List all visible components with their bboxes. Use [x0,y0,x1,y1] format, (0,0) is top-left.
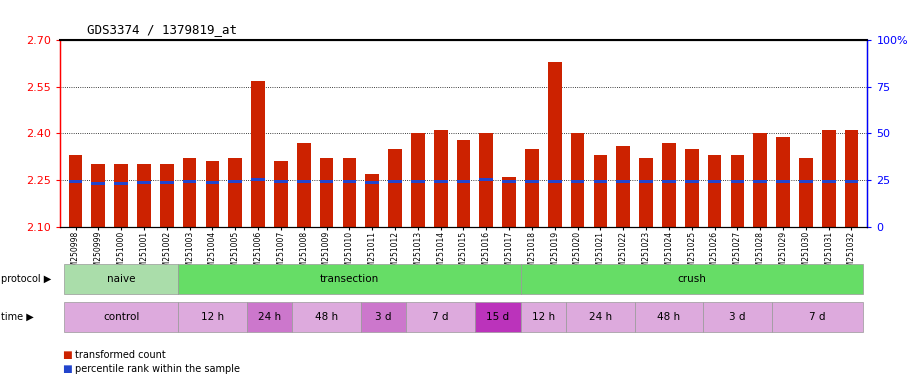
Bar [411,134,425,227]
Bar [639,158,653,227]
Bar [571,134,584,227]
Bar [205,180,219,184]
Bar [183,180,196,183]
Bar [639,180,653,184]
Bar [845,180,858,184]
Bar [616,180,630,184]
Text: GDS3374 / 1379819_at: GDS3374 / 1379819_at [87,23,237,36]
Text: 15 d: 15 d [486,312,509,322]
Bar [92,164,105,227]
Bar [799,180,812,184]
Bar [297,180,311,183]
Bar [822,130,835,227]
Text: 24 h: 24 h [258,312,281,322]
Bar [343,158,356,227]
Bar [616,146,630,227]
Bar [685,180,699,184]
Bar [434,180,448,183]
Text: 48 h: 48 h [315,312,338,322]
Bar [548,62,562,227]
Bar [228,180,242,184]
Bar [731,180,744,184]
Bar [525,149,539,227]
Bar [228,158,242,227]
Bar [183,158,196,227]
Bar [731,155,744,227]
Bar [160,181,174,184]
Bar [594,155,607,227]
Bar [525,180,539,183]
Bar [708,180,722,184]
Text: 12 h: 12 h [532,312,555,322]
Bar [434,130,448,227]
Text: crush: crush [677,274,706,284]
Bar [297,143,311,227]
Text: 3 d: 3 d [729,312,746,322]
Bar [114,164,128,227]
Text: ■: ■ [62,364,72,374]
Bar [457,180,470,183]
Text: percentile rank within the sample: percentile rank within the sample [75,364,240,374]
Bar [69,155,82,227]
Text: control: control [103,312,139,322]
Text: 7 d: 7 d [809,312,825,322]
Text: 24 h: 24 h [589,312,612,322]
Bar [571,180,584,184]
Bar [502,177,516,227]
Bar [685,149,699,227]
Text: time ▶: time ▶ [1,312,34,322]
Text: transection: transection [320,274,379,284]
Bar [479,178,493,181]
Text: naive: naive [107,274,136,284]
Text: transformed count: transformed count [75,350,166,360]
Bar [753,134,767,227]
Bar [69,180,82,183]
Bar [365,180,379,184]
Bar [662,143,676,227]
Bar [137,180,151,184]
Bar [137,164,151,227]
Bar [205,161,219,227]
Bar [160,164,174,227]
Bar [251,178,265,181]
Bar [548,180,562,183]
Bar [479,134,493,227]
Bar [799,158,812,227]
Bar [92,182,105,185]
Bar [365,174,379,227]
Text: ■: ■ [62,350,72,360]
Bar [388,149,402,227]
Text: 12 h: 12 h [201,312,224,322]
Bar [822,180,835,184]
Bar [594,180,607,184]
Text: 48 h: 48 h [658,312,681,322]
Bar [662,180,676,184]
Bar [388,180,402,184]
Bar [708,155,722,227]
Bar [776,137,790,227]
Text: protocol ▶: protocol ▶ [1,274,51,284]
Text: 7 d: 7 d [432,312,449,322]
Text: 3 d: 3 d [376,312,392,322]
Bar [753,180,767,184]
Bar [320,158,333,227]
Bar [343,180,356,184]
Bar [776,180,790,184]
Bar [320,180,333,184]
Bar [457,140,470,227]
Bar [251,81,265,227]
Bar [845,130,858,227]
Bar [114,182,128,185]
Bar [411,180,425,184]
Bar [274,180,288,184]
Bar [502,180,516,184]
Bar [274,161,288,227]
